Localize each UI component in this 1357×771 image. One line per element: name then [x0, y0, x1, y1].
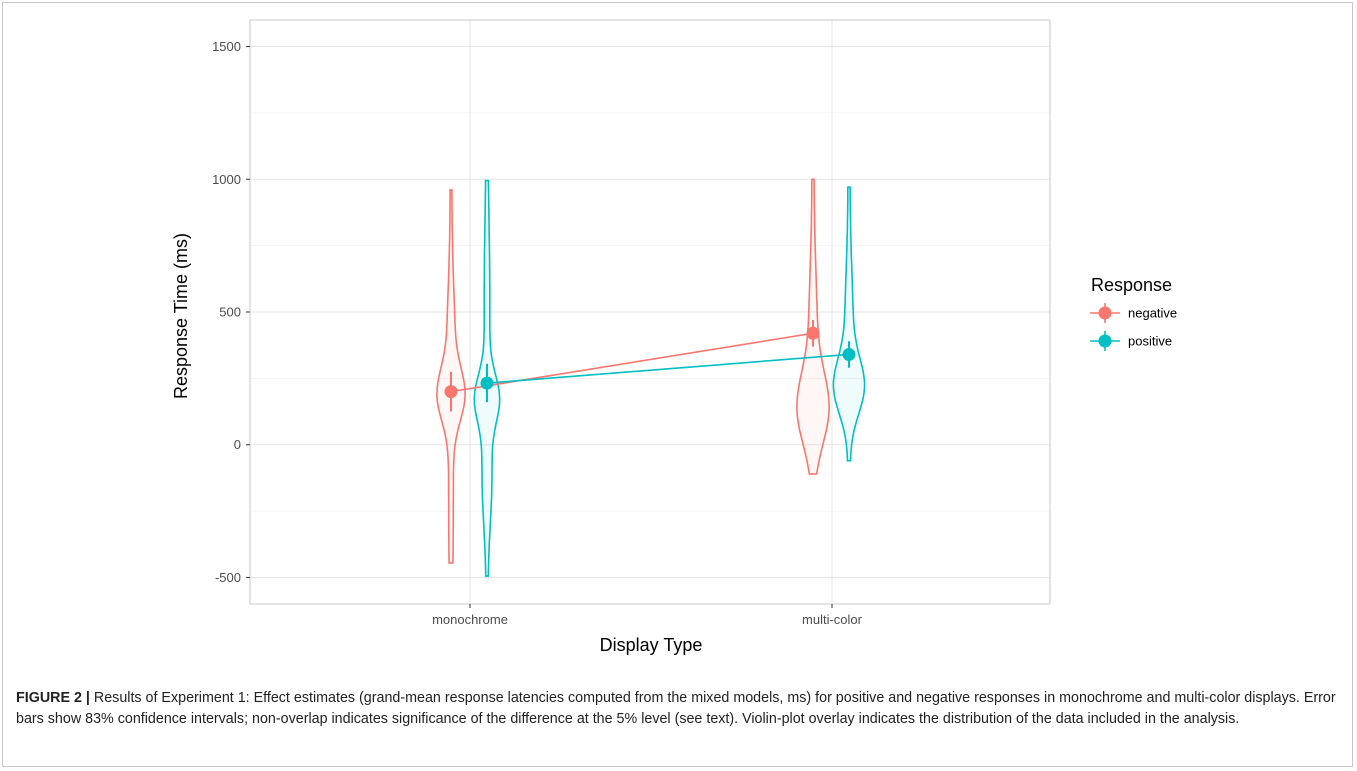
- x-tick-label: multi-color: [802, 612, 863, 627]
- y-tick-label: -500: [215, 570, 241, 585]
- data-point: [480, 376, 494, 390]
- data-point: [842, 347, 856, 361]
- violin-positive-multi-color: [832, 186, 866, 462]
- data-point: [806, 326, 820, 340]
- legend-key-point: [1098, 334, 1112, 348]
- legend: Response negative positive: [1090, 275, 1177, 351]
- series-line-positive: [486, 353, 850, 384]
- legend-label: negative: [1128, 306, 1177, 321]
- y-tick-label: 1500: [212, 39, 241, 54]
- axes: -500 0 500 1000 1500 monochrome multi-color: [212, 39, 863, 627]
- violins: [436, 178, 866, 577]
- chart: -500 0 500 1000 1500 monochrome multi-color Di…: [171, 19, 1177, 655]
- y-tick-label: 1000: [212, 172, 241, 187]
- data-point: [444, 385, 458, 399]
- legend-title: Response: [1091, 275, 1172, 295]
- legend-key-point: [1098, 306, 1112, 320]
- x-axis-title: Display Type: [600, 635, 703, 655]
- figure-caption: FIGURE 2 | Results of Experiment 1: Effe…: [16, 688, 1336, 730]
- caption-label: FIGURE 2 |: [16, 690, 90, 706]
- plot-panel: [249, 19, 1051, 605]
- legend-items: negative positive: [1090, 303, 1177, 351]
- caption-text: Results of Experiment 1: Effect estimate…: [16, 690, 1336, 727]
- x-tick-label: monochrome: [432, 612, 508, 627]
- y-tick-label: 500: [219, 305, 241, 320]
- legend-label: positive: [1128, 334, 1172, 349]
- points-and-error-bars: [444, 319, 856, 412]
- y-tick-label: 0: [234, 437, 241, 452]
- series-line-negative: [450, 332, 814, 393]
- y-axis-title: Response Time (ms): [171, 233, 191, 399]
- series-lines: [450, 332, 850, 393]
